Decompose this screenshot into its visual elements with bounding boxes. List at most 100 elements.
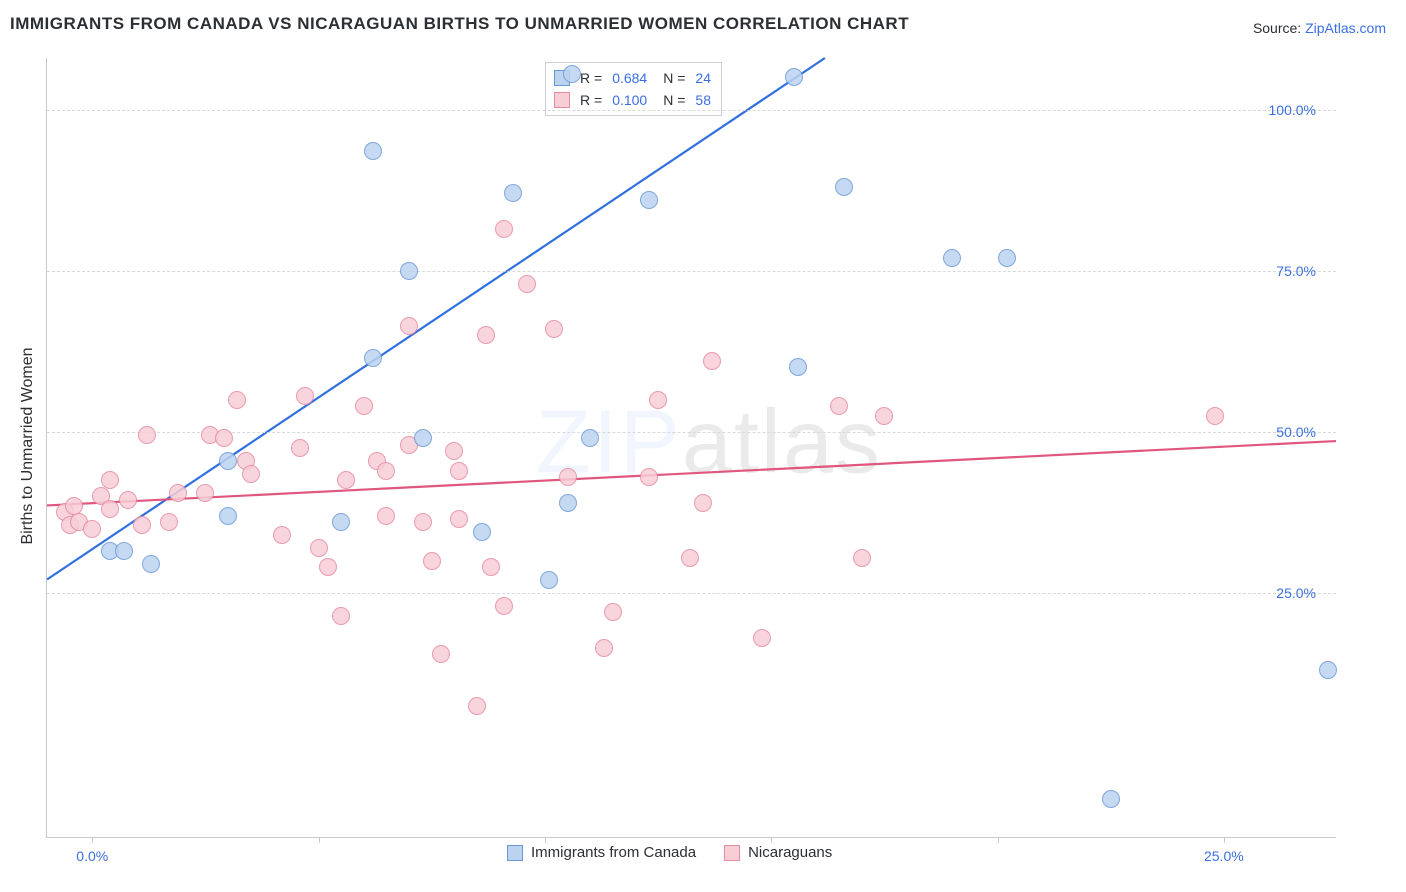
scatter-point	[355, 397, 373, 415]
scatter-point	[703, 352, 721, 370]
scatter-point	[450, 510, 468, 528]
scatter-point	[473, 523, 491, 541]
scatter-point	[581, 429, 599, 447]
x-tick-mark	[998, 837, 999, 843]
legend-r-value: 0.684	[612, 70, 647, 86]
scatter-point	[160, 513, 178, 531]
scatter-point	[504, 184, 522, 202]
scatter-point	[450, 462, 468, 480]
scatter-point	[943, 249, 961, 267]
scatter-point	[604, 603, 622, 621]
scatter-point	[377, 462, 395, 480]
trend-lines-layer	[47, 58, 1336, 837]
scatter-point	[273, 526, 291, 544]
bottom-legend: Immigrants from Canada Nicaraguans	[507, 844, 832, 861]
scatter-point	[296, 387, 314, 405]
scatter-point	[115, 542, 133, 560]
scatter-point	[753, 629, 771, 647]
scatter-point	[196, 484, 214, 502]
legend-n-label: N =	[663, 70, 685, 86]
y-tick-label: 75.0%	[1276, 263, 1316, 279]
scatter-point	[101, 500, 119, 518]
legend-swatch	[724, 845, 740, 861]
scatter-point	[364, 349, 382, 367]
scatter-point	[119, 491, 137, 509]
y-axis-label-wrap: Births to Unmarried Women	[18, 0, 38, 892]
legend-swatch	[554, 92, 570, 108]
x-tick-mark	[771, 837, 772, 843]
legend-r-label: R =	[580, 70, 602, 86]
chart-title: IMMIGRANTS FROM CANADA VS NICARAGUAN BIR…	[10, 14, 909, 34]
scatter-point	[228, 391, 246, 409]
top-legend-row: R =0.100N =58	[554, 89, 711, 111]
x-tick-mark	[319, 837, 320, 843]
scatter-point	[595, 639, 613, 657]
scatter-point	[219, 507, 237, 525]
source-link[interactable]: ZipAtlas.com	[1305, 20, 1386, 36]
bottom-legend-item: Immigrants from Canada	[507, 844, 696, 861]
scatter-point	[681, 549, 699, 567]
y-tick-label: 50.0%	[1276, 424, 1316, 440]
y-tick-label: 25.0%	[1276, 585, 1316, 601]
scatter-point	[400, 262, 418, 280]
scatter-point	[640, 191, 658, 209]
trend-line	[47, 441, 1336, 505]
scatter-point	[482, 558, 500, 576]
legend-n-label: N =	[663, 92, 685, 108]
scatter-point	[364, 142, 382, 160]
scatter-point	[559, 468, 577, 486]
scatter-point	[495, 597, 513, 615]
scatter-point	[219, 452, 237, 470]
plot-area: ZIPatlas R =0.684N =24R =0.100N =58 Immi…	[46, 58, 1336, 838]
bottom-legend-item: Nicaraguans	[724, 844, 832, 861]
scatter-point	[414, 513, 432, 531]
scatter-point	[694, 494, 712, 512]
scatter-point	[138, 426, 156, 444]
scatter-point	[377, 507, 395, 525]
legend-r-value: 0.100	[612, 92, 647, 108]
x-tick-mark	[545, 837, 546, 843]
scatter-point	[998, 249, 1016, 267]
x-tick-label: 25.0%	[1204, 848, 1244, 864]
legend-swatch	[507, 845, 523, 861]
scatter-point	[875, 407, 893, 425]
scatter-point	[789, 358, 807, 376]
scatter-point	[332, 607, 350, 625]
scatter-point	[400, 317, 418, 335]
gridline	[47, 271, 1336, 272]
scatter-point	[540, 571, 558, 589]
scatter-point	[414, 429, 432, 447]
gridline	[47, 593, 1336, 594]
y-tick-label: 100.0%	[1269, 102, 1316, 118]
y-axis-label: Births to Unmarried Women	[19, 347, 37, 544]
scatter-point	[1319, 661, 1337, 679]
scatter-point	[169, 484, 187, 502]
scatter-point	[215, 429, 233, 447]
scatter-point	[310, 539, 328, 557]
gridline	[47, 432, 1336, 433]
bottom-legend-label: Nicaraguans	[748, 844, 832, 861]
scatter-point	[332, 513, 350, 531]
scatter-point	[319, 558, 337, 576]
legend-r-label: R =	[580, 92, 602, 108]
watermark-atlas: atlas	[682, 392, 882, 492]
scatter-point	[337, 471, 355, 489]
scatter-point	[291, 439, 309, 457]
scatter-point	[830, 397, 848, 415]
scatter-point	[133, 516, 151, 534]
gridline	[47, 110, 1336, 111]
source-prefix: Source:	[1253, 20, 1305, 36]
scatter-point	[242, 465, 260, 483]
scatter-point	[1206, 407, 1224, 425]
scatter-point	[649, 391, 667, 409]
scatter-point	[142, 555, 160, 573]
x-tick-mark	[1224, 837, 1225, 843]
chart-container: IMMIGRANTS FROM CANADA VS NICARAGUAN BIR…	[0, 0, 1406, 892]
scatter-point	[83, 520, 101, 538]
scatter-point	[477, 326, 495, 344]
x-tick-mark	[92, 837, 93, 843]
scatter-point	[445, 442, 463, 460]
scatter-point	[101, 471, 119, 489]
scatter-point	[835, 178, 853, 196]
scatter-point	[563, 65, 581, 83]
